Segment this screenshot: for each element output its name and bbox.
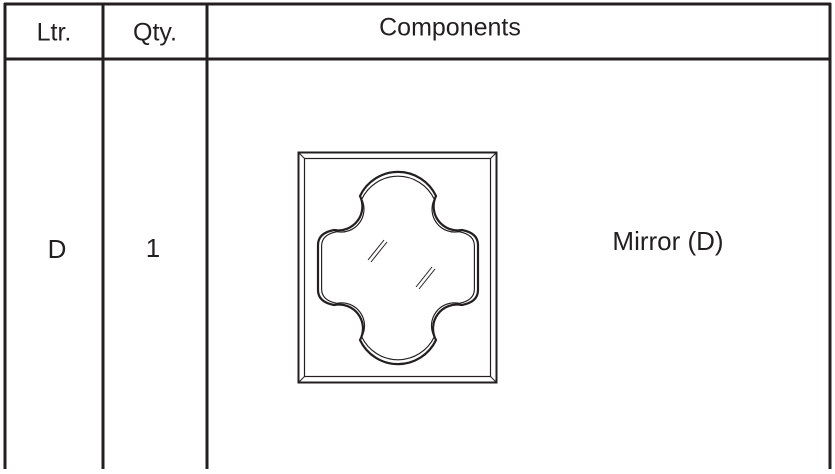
frame-outer [297, 151, 498, 384]
glare-line [418, 268, 436, 290]
glare [367, 239, 436, 290]
mirror-glass [321, 175, 475, 361]
bevel [298, 376, 305, 383]
mirror-outline [316, 170, 480, 366]
mirror-illustration [297, 151, 498, 384]
frame-inner [303, 157, 492, 378]
header-cell: Qty. [133, 19, 177, 47]
glare-line [415, 266, 433, 288]
cell-letter: D [48, 234, 67, 264]
bevel [298, 152, 305, 159]
header-cell: Components [379, 14, 521, 42]
bevel [490, 152, 497, 159]
cell-component: Mirror (D) [612, 226, 723, 256]
bevel [490, 376, 497, 383]
header-cell: Ltr. [37, 19, 72, 47]
table-lines [3, 2, 832, 469]
cell-quantity: 1 [146, 233, 160, 263]
glare-line [370, 241, 388, 263]
glare-line [367, 239, 385, 261]
